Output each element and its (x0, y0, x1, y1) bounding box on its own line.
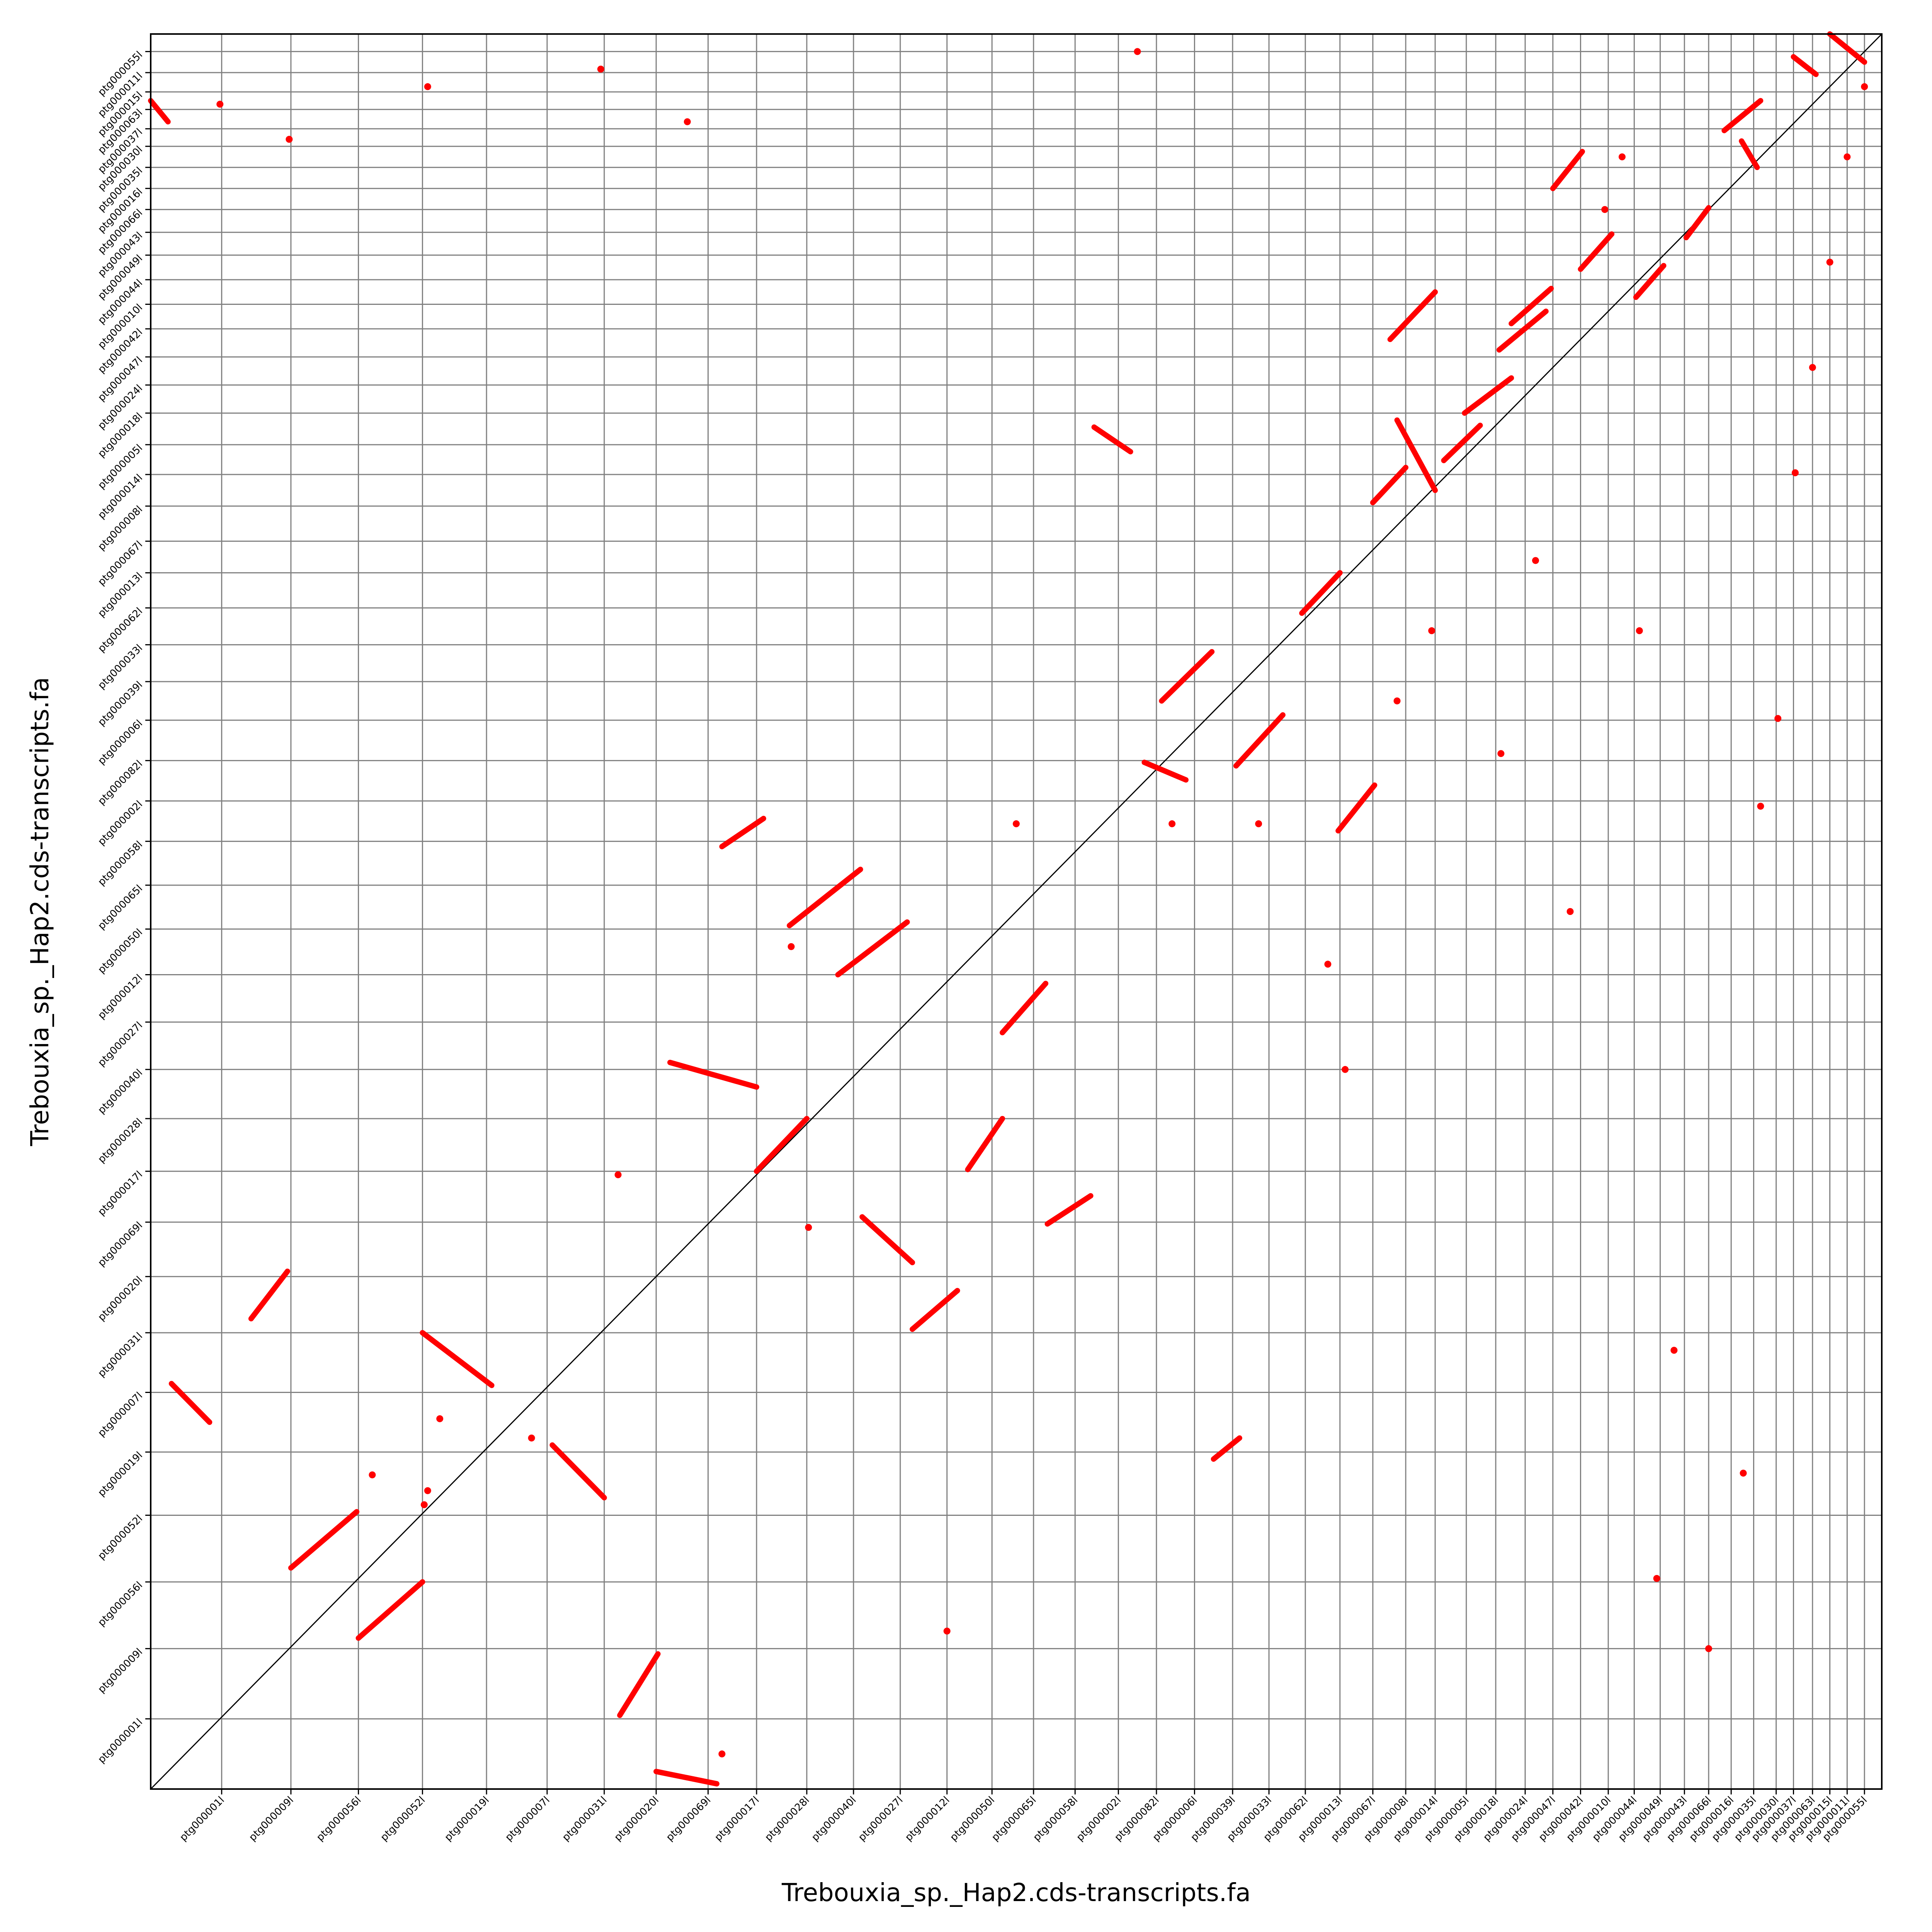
alignment-segment (1496, 308, 1549, 353)
alignment-segment (1739, 138, 1760, 170)
alignment-segment (168, 1381, 213, 1425)
alignment-point (1774, 715, 1782, 722)
alignment-segment (355, 1579, 425, 1641)
alignment-point (1619, 153, 1626, 160)
alignment-point (216, 100, 224, 108)
alignment-segment (653, 1769, 719, 1787)
y-axis-title: Trebouxia_sp._Hap2.cds-transcripts.fa (26, 677, 54, 1146)
alignment-point (1826, 259, 1833, 266)
plot-frame (150, 33, 1883, 1790)
alignment-point (1393, 697, 1401, 704)
alignment-segment (248, 1269, 290, 1321)
alignment-segment (617, 1651, 661, 1718)
alignment-segment (1211, 1435, 1242, 1462)
alignment-segment (1091, 424, 1133, 454)
alignment-point (424, 1487, 431, 1494)
alignment-point (614, 1171, 622, 1179)
alignment-segment (1394, 417, 1438, 493)
alignment-point (1532, 557, 1539, 564)
alignment-point (369, 1471, 376, 1478)
alignment-point (805, 1224, 812, 1231)
alignment-point (1428, 627, 1435, 634)
alignment-segment (1633, 263, 1667, 300)
alignment-segment (1550, 149, 1585, 191)
alignment-segment (1791, 54, 1819, 77)
alignment-point (1757, 803, 1764, 810)
alignment-segment (1827, 31, 1867, 65)
alignment-point (1809, 364, 1816, 371)
alignment-segment (1159, 649, 1215, 704)
alignment-segment (667, 1060, 759, 1090)
alignment-point (1342, 1066, 1349, 1073)
grid-lines (151, 34, 1882, 1789)
x-axis-title: Trebouxia_sp._Hap2.cds-transcripts.fa (781, 1879, 1251, 1907)
alignment-segment (965, 1116, 1005, 1172)
alignment-segment (1299, 570, 1343, 616)
alignment-segment (1044, 1193, 1094, 1227)
alignment-segment (1233, 712, 1286, 769)
alignment-segment (1462, 375, 1514, 416)
alignment-point (424, 83, 431, 90)
alignment-segment (1509, 286, 1554, 327)
alignment-point (1636, 627, 1643, 634)
alignment-point (1844, 153, 1851, 160)
alignment-segment (1370, 464, 1408, 505)
alignment-point (1324, 961, 1332, 968)
alignment-point (1134, 48, 1141, 55)
alignment-segment (1335, 782, 1378, 834)
alignment-point (436, 1415, 444, 1422)
alignment-point (1861, 83, 1868, 90)
alignment-point (1255, 820, 1262, 827)
diagonal-reference-line (150, 33, 1883, 1790)
alignment-point (420, 1501, 428, 1509)
alignment-point (1497, 750, 1505, 757)
alignment-segment (549, 1442, 607, 1501)
alignment-point (943, 1628, 951, 1635)
alignment-segment (148, 98, 171, 125)
alignment-segment (859, 1214, 915, 1265)
alignment-segment (288, 1509, 360, 1571)
alignment-point (1705, 1645, 1712, 1652)
alignment-point (286, 136, 293, 143)
alignment-point (718, 1750, 726, 1758)
alignment-point (1670, 1347, 1678, 1354)
alignment-point (787, 943, 795, 950)
alignment-segment (1387, 289, 1438, 342)
alignment-segment (719, 816, 766, 849)
alignment-segment (910, 1288, 960, 1332)
alignment-segment (1578, 231, 1615, 272)
alignment-point (684, 118, 691, 126)
alignment-point (597, 65, 604, 73)
alignment-point (1168, 820, 1176, 827)
alignment-point (1653, 1575, 1660, 1582)
alignment-point (1740, 1469, 1747, 1477)
alignment-segment (754, 1116, 810, 1174)
alignment-segment (420, 1330, 495, 1388)
alignment-segment (1000, 981, 1049, 1036)
alignment-segment (1683, 205, 1711, 240)
alignment-segment (1141, 759, 1189, 783)
alignment-segment (1441, 422, 1483, 463)
alignment-point (1601, 206, 1609, 213)
alignment-segment (835, 919, 910, 978)
alignment-point (1792, 469, 1799, 476)
alignment-segment (787, 866, 863, 929)
alignment-point (1566, 908, 1574, 915)
alignment-point (1013, 820, 1020, 827)
alignment-segments (148, 31, 1867, 1787)
alignment-points (216, 48, 1868, 1758)
alignment-point (528, 1434, 535, 1442)
alignment-segment (1721, 98, 1764, 133)
